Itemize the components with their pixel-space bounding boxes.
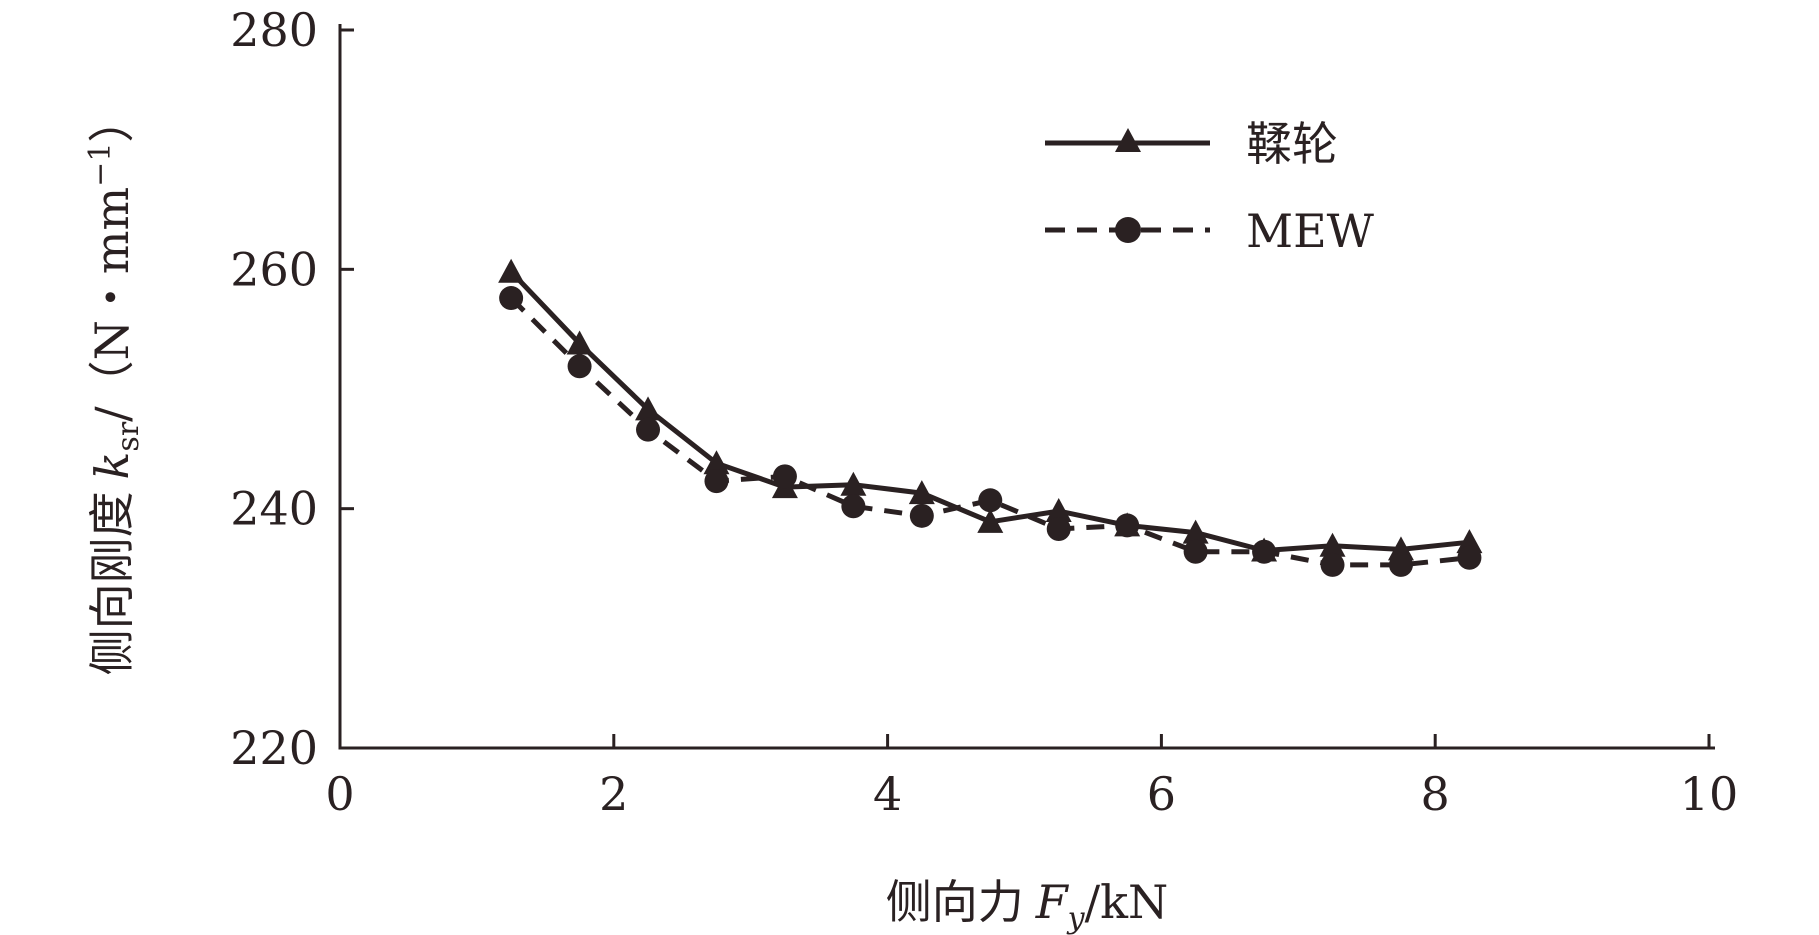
series-1-point xyxy=(1387,536,1414,561)
x-tick-label: 0 xyxy=(325,767,354,821)
y-axis-title-unit: /（N・mm xyxy=(85,187,139,422)
series-2-point xyxy=(1046,517,1071,542)
series xyxy=(498,258,1483,577)
y-tick-label: 240 xyxy=(230,482,318,536)
series-2-point xyxy=(841,494,866,519)
series-2-point xyxy=(499,286,524,311)
series-1 xyxy=(498,258,1483,562)
legend: 鞣轮 MEW xyxy=(1045,117,1375,258)
y-axis-title: 侧向刚度 ksr/（N・mm−1） xyxy=(83,97,146,676)
x-tick-label: 8 xyxy=(1421,767,1450,821)
series-1-point xyxy=(977,508,1004,533)
legend-marker-series-2 xyxy=(1115,217,1141,243)
x-tick-label: 6 xyxy=(1147,767,1176,821)
series-2-line xyxy=(509,296,1470,568)
y-tick-label: 280 xyxy=(230,3,318,57)
axes xyxy=(338,24,1715,750)
x-axis-title-prefix: 侧向力 xyxy=(886,875,1024,929)
series-1-point xyxy=(635,396,662,421)
legend-item-series-2: MEW xyxy=(1045,204,1375,258)
legend-label-series-1: 鞣轮 xyxy=(1246,117,1338,171)
y-axis-title-var: k xyxy=(85,452,139,480)
series-2-point xyxy=(1252,539,1277,564)
series-2-point xyxy=(1183,539,1208,564)
x-tick-label: 2 xyxy=(599,767,628,821)
series-2-point xyxy=(704,469,729,494)
series-1-point xyxy=(840,471,867,496)
series-1-point xyxy=(498,258,525,283)
series-2-point xyxy=(909,503,934,528)
x-axis-title-unit: /kN xyxy=(1085,875,1169,929)
series-2-point xyxy=(567,354,592,379)
series-2-point xyxy=(1115,513,1140,538)
series-2-point xyxy=(978,488,1003,513)
legend-item-series-1: 鞣轮 xyxy=(1045,117,1338,171)
x-tick-label: 4 xyxy=(873,767,902,821)
series-1-point xyxy=(908,480,935,505)
series-1-point xyxy=(703,450,730,475)
series-1-point xyxy=(1045,498,1072,523)
y-tick-label: 260 xyxy=(230,242,318,296)
series-1-point xyxy=(1182,519,1209,544)
series-1-point xyxy=(566,330,593,355)
y-axis-title-close: ） xyxy=(85,97,139,143)
x-tick-label: 10 xyxy=(1680,767,1739,821)
series-2-point xyxy=(636,417,661,442)
ticks: 0 2 4 6 8 10 220 240 260 280 xyxy=(230,3,1738,821)
x-axis-title: 侧向力 Fy/kN xyxy=(886,875,1169,935)
series-2-point xyxy=(772,464,797,489)
x-axis-title-var: F xyxy=(1035,875,1070,929)
series-2-point xyxy=(1457,545,1482,570)
series-2-point xyxy=(1388,552,1413,577)
series-1-point xyxy=(1456,529,1483,554)
legend-marker-series-1 xyxy=(1115,128,1141,152)
y-axis-title-sub: sr xyxy=(111,421,146,451)
legend-label-series-2: MEW xyxy=(1246,204,1375,258)
x-axis-title-sub: y xyxy=(1066,901,1086,935)
series-2-point xyxy=(1320,552,1345,577)
y-tick-label: 220 xyxy=(230,721,318,775)
series-2 xyxy=(499,286,1482,577)
y-axis-title-sup: −1 xyxy=(83,143,118,187)
series-1-point xyxy=(1319,532,1346,557)
y-axis-title-prefix: 侧向刚度 xyxy=(85,491,139,675)
